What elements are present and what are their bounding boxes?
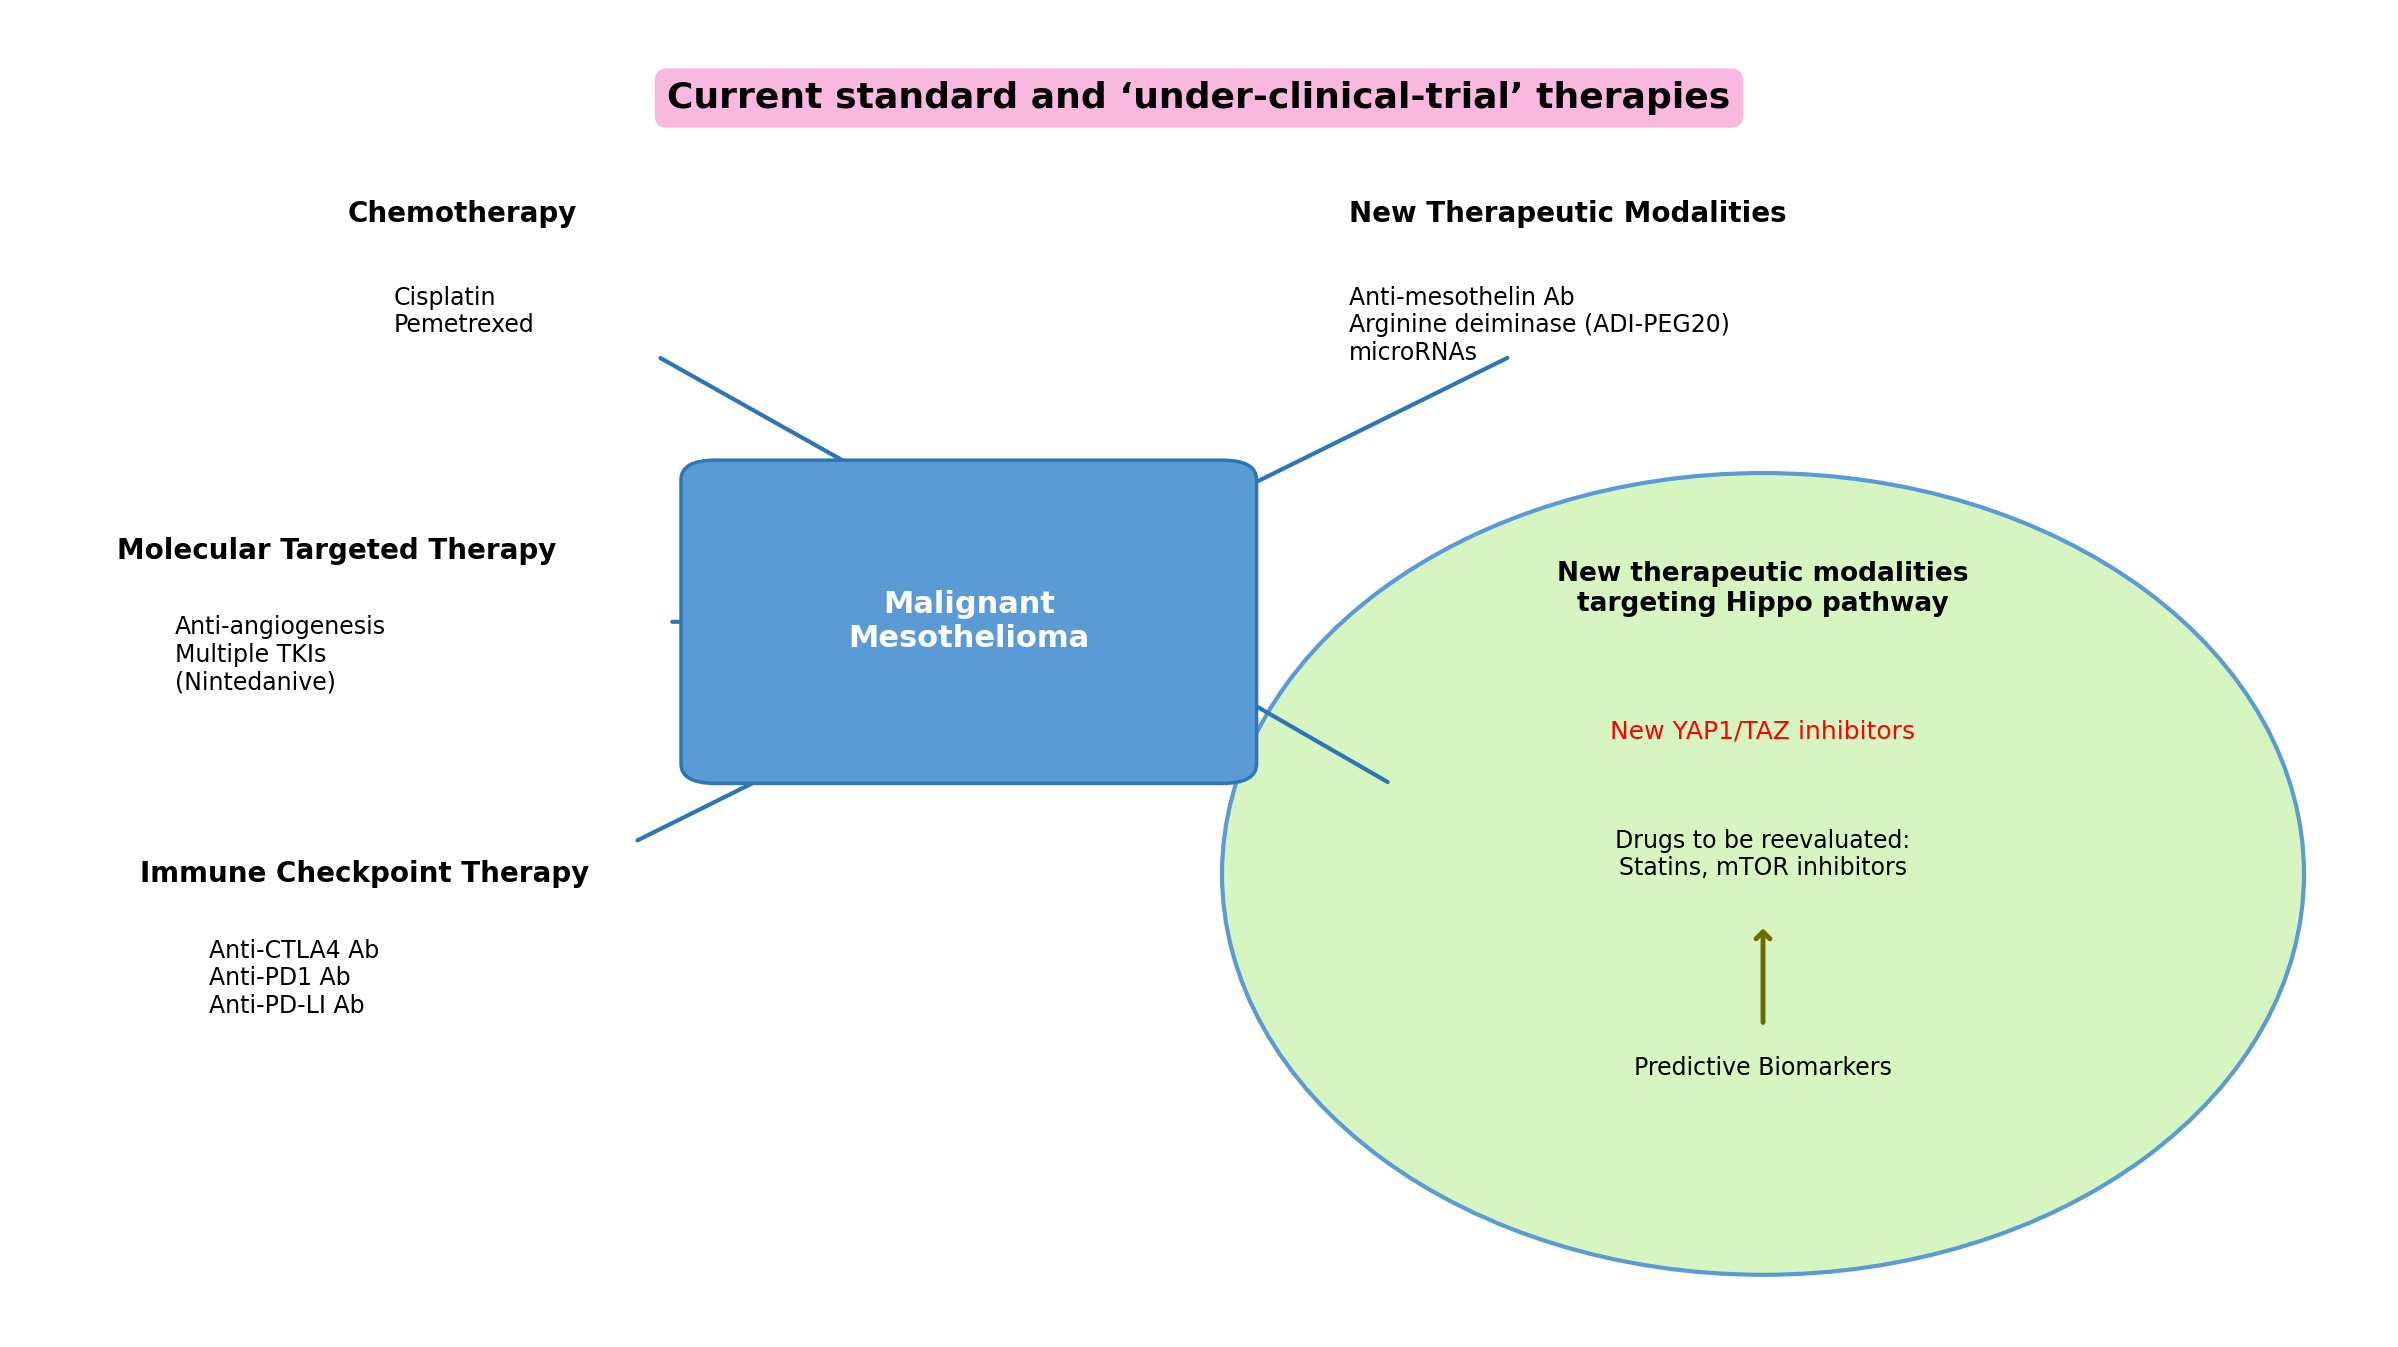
Text: Cisplatin
Pemetrexed: Cisplatin Pemetrexed [393, 286, 535, 337]
FancyBboxPatch shape [681, 461, 1257, 784]
Text: Anti-angiogenesis
Multiple TKIs
(Nintedanive): Anti-angiogenesis Multiple TKIs (Ninteda… [175, 616, 386, 695]
Text: Anti-CTLA4 Ab
Anti-PD1 Ab
Anti-PD-LI Ab: Anti-CTLA4 Ab Anti-PD1 Ab Anti-PD-LI Ab [209, 939, 379, 1018]
Text: Anti-mesothelin Ab
Arginine deiminase (ADI-PEG20)
microRNAs: Anti-mesothelin Ab Arginine deiminase (A… [1348, 286, 1729, 365]
Text: Drugs to be reevaluated:
Statins, mTOR inhibitors: Drugs to be reevaluated: Statins, mTOR i… [1616, 828, 1911, 881]
Text: New YAP1/TAZ inhibitors: New YAP1/TAZ inhibitors [1611, 719, 1916, 744]
Text: Molecular Targeted Therapy: Molecular Targeted Therapy [118, 536, 556, 564]
Text: Predictive Biomarkers: Predictive Biomarkers [1633, 1056, 1892, 1080]
Text: Malignant
Mesothelioma: Malignant Mesothelioma [849, 590, 1089, 653]
Text: New therapeutic modalities
targeting Hippo pathway: New therapeutic modalities targeting Hip… [1556, 562, 1969, 617]
Text: Immune Checkpoint Therapy: Immune Checkpoint Therapy [139, 859, 590, 888]
Text: New Therapeutic Modalities: New Therapeutic Modalities [1348, 201, 1787, 229]
Text: Current standard and ‘under-clinical-trial’ therapies: Current standard and ‘under-clinical-tri… [667, 81, 1731, 114]
Text: Chemotherapy: Chemotherapy [348, 201, 576, 229]
Ellipse shape [1223, 473, 2304, 1274]
